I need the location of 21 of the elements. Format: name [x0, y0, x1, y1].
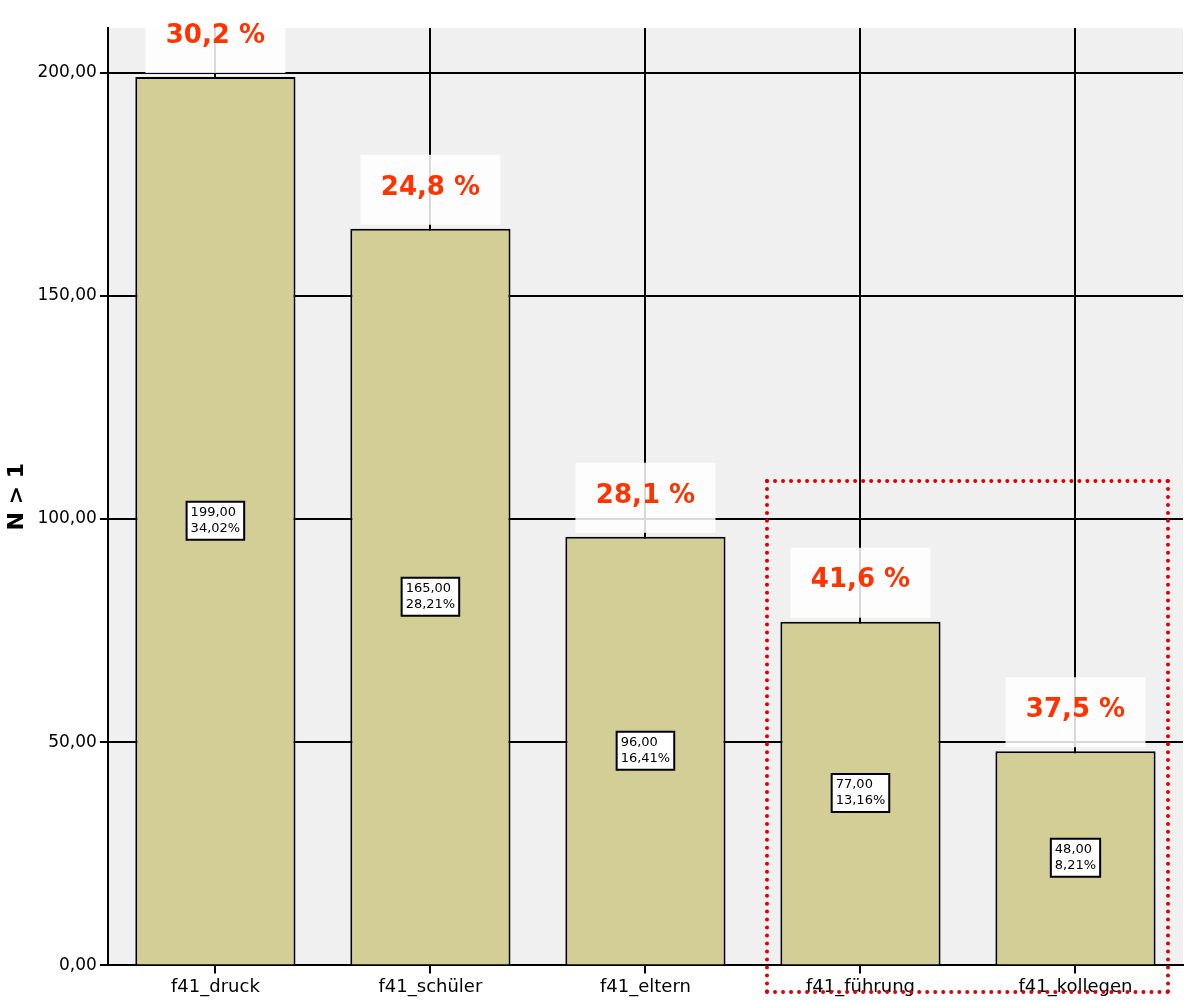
data-label: 77,00 13,16%	[835, 776, 886, 808]
x-tick-label: f41_eltern	[599, 974, 691, 997]
x-tick-label: f41_druck	[171, 974, 261, 997]
data-label: 199,00 34,02%	[190, 504, 241, 536]
y-tick-label: 150,00	[37, 284, 97, 305]
y-tick-label: 100,00	[37, 507, 97, 528]
y-axis-title: N > 1	[2, 462, 28, 531]
annotation: 28,1 %	[595, 478, 696, 509]
annotation: 37,5 %	[1025, 692, 1126, 723]
annotation: 24,8 %	[380, 170, 481, 201]
x-tick-label: f41_schüler	[378, 974, 483, 997]
annotation: 41,6 %	[810, 563, 911, 594]
data-label: 96,00 16,41%	[620, 734, 671, 766]
x-tick-label: f41_kollegen	[1018, 974, 1133, 997]
annotation: 30,2 %	[165, 18, 266, 49]
y-tick-label: 200,00	[37, 61, 97, 82]
data-label: 165,00 28,21%	[405, 580, 456, 612]
x-tick-label: f41_führung	[805, 974, 915, 997]
y-tick-label: 50,00	[48, 730, 97, 751]
y-tick-label: 0,00	[59, 953, 97, 974]
data-label: 48,00 8,21%	[1054, 841, 1097, 873]
